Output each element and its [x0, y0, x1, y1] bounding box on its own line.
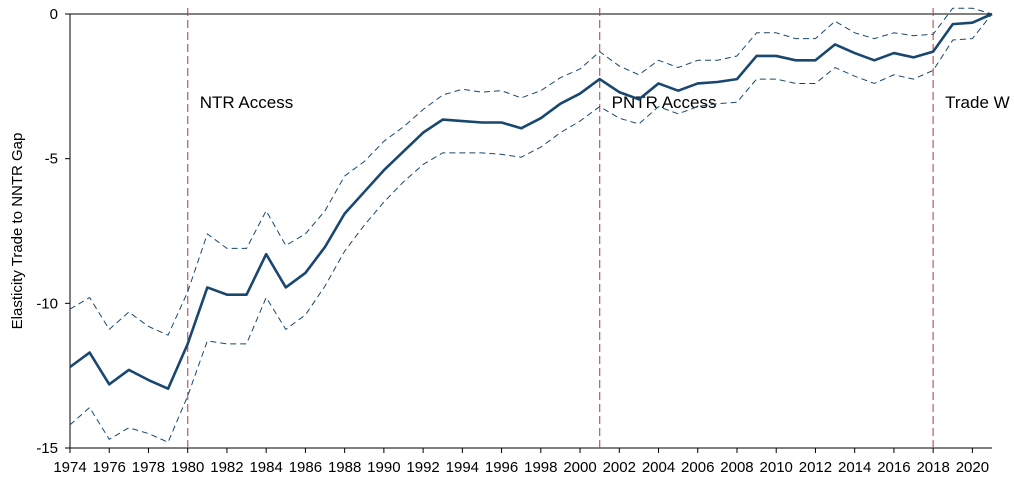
- x-tick-label: 1986: [289, 459, 322, 476]
- x-tick-label: 1994: [446, 459, 479, 476]
- y-tick-label: 0: [50, 6, 58, 23]
- x-tick-label: 1992: [406, 459, 439, 476]
- x-tick-label: 1988: [328, 459, 361, 476]
- x-tick-label: 2012: [799, 459, 832, 476]
- x-tick-label: 2006: [681, 459, 714, 476]
- estimate-line: [69, 12, 993, 390]
- x-tick-label: 2016: [877, 459, 910, 476]
- x-tick-label: 1978: [132, 459, 165, 476]
- x-tick-label: 1998: [524, 459, 557, 476]
- x-tick-label: 2008: [720, 459, 753, 476]
- x-tick-label: 2002: [603, 459, 636, 476]
- x-tick-label: 2014: [838, 459, 871, 476]
- x-tick-label: 1976: [93, 459, 126, 476]
- y-tick-label: -10: [36, 295, 58, 312]
- confidence-line: [69, 13, 993, 443]
- x-tick-label: 2020: [956, 459, 989, 476]
- x-tick-label: 2000: [563, 459, 596, 476]
- event-label: Trade W: [945, 93, 1010, 112]
- x-tick-label: 1984: [249, 459, 282, 476]
- x-tick-label: 2004: [642, 459, 675, 476]
- x-tick-label: 2018: [916, 459, 949, 476]
- confidence-line: [69, 7, 993, 336]
- x-tick-label: 1996: [485, 459, 518, 476]
- y-tick-label: -5: [45, 151, 58, 168]
- y-axis-label: Elasticity Trade to NNTR Gap: [9, 133, 26, 330]
- y-tick-label: -15: [36, 440, 58, 457]
- event-label: NTR Access: [200, 93, 294, 112]
- x-tick-label: 1990: [367, 459, 400, 476]
- x-tick-label: 1982: [210, 459, 243, 476]
- x-tick-label: 1974: [53, 459, 86, 476]
- x-tick-label: 1980: [171, 459, 204, 476]
- x-tick-label: 2010: [760, 459, 793, 476]
